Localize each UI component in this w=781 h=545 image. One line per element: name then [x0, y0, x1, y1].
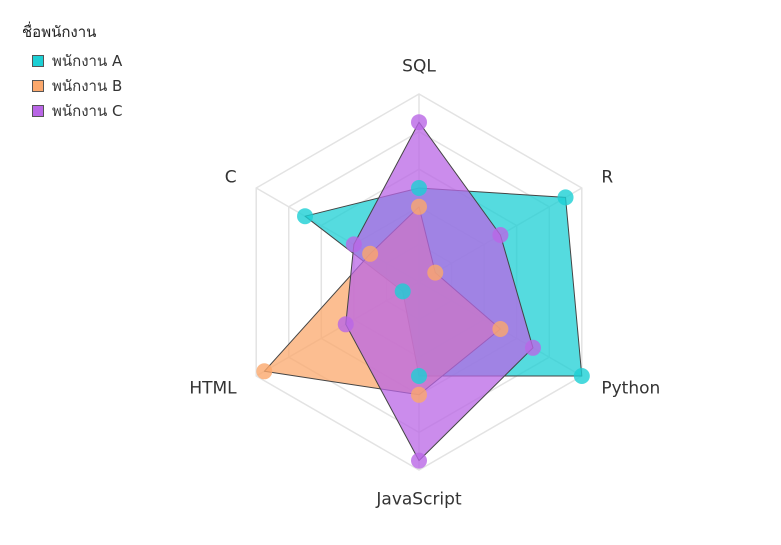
radar-series — [263, 121, 583, 462]
data-point[interactable] — [427, 264, 444, 281]
data-point[interactable] — [411, 452, 427, 469]
data-point[interactable] — [573, 368, 590, 384]
legend-swatch-b — [32, 79, 44, 92]
legend: ชื่อพนักงาน พนักงาน A พนักงาน B พนักงาน … — [22, 20, 122, 123]
axis-label-python: Python — [601, 378, 660, 398]
legend-item-b[interactable]: พนักงาน B — [22, 73, 122, 98]
data-point[interactable] — [394, 283, 411, 300]
data-point[interactable] — [411, 368, 427, 384]
data-point[interactable] — [337, 316, 354, 333]
axis-label-c: C — [225, 168, 237, 188]
data-point[interactable] — [362, 245, 379, 262]
legend-swatch-a — [32, 54, 44, 67]
legend-swatch-c — [32, 104, 44, 117]
legend-label-a: พนักงาน A — [52, 51, 123, 70]
axis-label-sql: SQL — [402, 56, 436, 76]
data-point[interactable] — [492, 321, 509, 337]
data-point[interactable] — [345, 236, 362, 253]
legend-title: ชื่อพนักงาน — [22, 23, 97, 41]
data-point[interactable] — [411, 198, 427, 215]
data-point[interactable] — [411, 386, 427, 403]
legend-item-a[interactable]: พนักงาน A — [22, 48, 122, 73]
radar-points — [256, 114, 590, 469]
data-point[interactable] — [524, 339, 541, 356]
data-point[interactable] — [492, 227, 509, 243]
data-point[interactable] — [411, 180, 427, 196]
axis-label-javascript: JavaScript — [375, 490, 462, 510]
legend-label-c: พนักงาน C — [52, 101, 123, 120]
data-point[interactable] — [297, 208, 314, 225]
legend-label-b: พนักงาน B — [52, 76, 123, 95]
legend-item-c[interactable]: พนักงาน C — [22, 98, 122, 123]
axis-label-html: HTML — [189, 378, 237, 398]
data-point[interactable] — [256, 363, 273, 380]
data-point[interactable] — [411, 114, 427, 131]
axis-labels: SQL R Python JavaScript HTML C — [189, 56, 660, 509]
axis-label-r: R — [601, 168, 613, 188]
data-point[interactable] — [557, 189, 574, 206]
series-area-3[interactable] — [345, 121, 534, 462]
